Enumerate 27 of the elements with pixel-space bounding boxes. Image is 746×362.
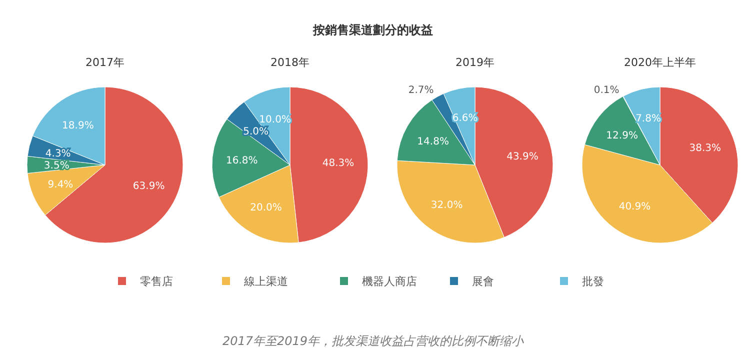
data-label: 43.9%	[506, 151, 538, 162]
data-label: 48.3%	[322, 158, 354, 169]
data-label: 38.3%	[689, 143, 722, 154]
data-label: 63.9%	[132, 180, 165, 192]
data-label: 18.9%	[62, 120, 94, 132]
data-label: 14.8%	[417, 136, 449, 148]
legend-label: 線上渠道	[243, 275, 288, 288]
text: 2017年至2019年，批发渠道收益占营收的比例不断缩小	[222, 334, 525, 348]
data-label: 2.7%	[408, 85, 434, 96]
data-label: 16.8%	[226, 156, 258, 167]
data-label: 20.0%	[250, 202, 282, 214]
data-label: 32.0%	[430, 200, 463, 211]
chart-subtitle: 2018年	[270, 56, 310, 69]
legend-label: 零售店	[140, 275, 173, 288]
data-label: 12.9%	[606, 130, 638, 142]
chart-subtitle: 2020年上半年	[624, 56, 696, 69]
chart-title: 按銷售渠道劃分的收益	[312, 23, 433, 37]
data-label: 0.1%	[594, 84, 620, 96]
chart-subtitle: 2019年	[456, 56, 494, 69]
data-label: 40.9%	[618, 202, 651, 213]
data-label: 4.3%	[45, 148, 71, 160]
legend-label: 機器人商店	[362, 275, 417, 288]
data-label: 9.4%	[48, 179, 74, 190]
data-label: 3.5%	[44, 160, 70, 172]
legend-label: 批發	[582, 275, 604, 288]
legend-label: 展會	[472, 275, 494, 288]
chart-subtitle: 2017年	[86, 56, 124, 69]
